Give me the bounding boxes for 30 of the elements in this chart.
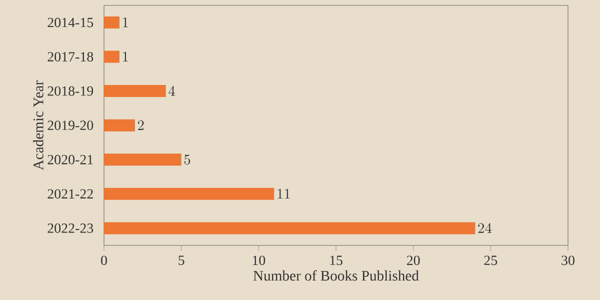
y-tick-label: 2022-23 [48, 223, 94, 233]
data-label: 5 [184, 154, 190, 165]
bar [104, 222, 476, 234]
bar [104, 188, 274, 200]
y-tick-label: 2017-18 [48, 52, 94, 62]
y-tick-label: 2019-20 [48, 120, 94, 130]
y-tick-label: 2020-21 [48, 154, 93, 164]
y-tick-label: 2018-19 [48, 86, 94, 96]
x-tick-label: 10 [252, 256, 266, 266]
bar [104, 16, 120, 28]
bar [104, 85, 166, 98]
x-tick-label: 30 [562, 256, 574, 266]
data-label: 11 [278, 188, 290, 199]
x-tick-label: 25 [484, 256, 498, 266]
data-label: 1 [123, 52, 128, 62]
x-tick-label: 5 [178, 256, 184, 265]
data-label: 24 [478, 223, 492, 233]
y-tick-label: 2014-15 [48, 18, 94, 28]
x-axis-title: Number of Books Published [253, 270, 419, 281]
x-tick-label: 0 [101, 256, 107, 266]
bar [104, 50, 120, 63]
bar [104, 119, 135, 132]
y-tick-label: 2021-22 [48, 189, 93, 199]
x-tick-label: 15 [330, 256, 342, 266]
y-axis-title: Academic Year [33, 80, 44, 170]
x-tick-label: 20 [406, 256, 420, 266]
bar [104, 154, 182, 166]
data-label: 2 [138, 120, 144, 130]
data-label: 1 [123, 17, 128, 28]
data-label: 4 [168, 86, 175, 96]
